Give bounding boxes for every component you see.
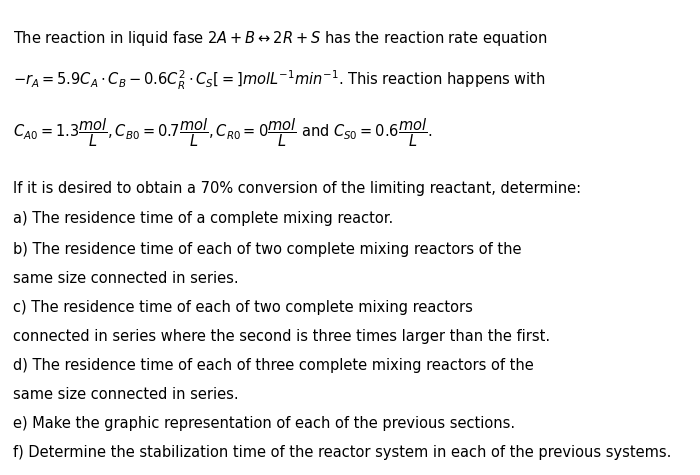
Text: The reaction in liquid fase $2A + B \leftrightarrow 2R + S$ has the reaction rat: The reaction in liquid fase $2A + B \lef… <box>13 29 547 48</box>
Text: b) The residence time of each of two complete mixing reactors of the: b) The residence time of each of two com… <box>13 242 521 257</box>
Text: c) The residence time of each of two complete mixing reactors: c) The residence time of each of two com… <box>13 300 473 315</box>
Text: f) Determine the stabilization time of the reactor system in each of the previou: f) Determine the stabilization time of t… <box>13 445 671 460</box>
Text: a) The residence time of a complete mixing reactor.: a) The residence time of a complete mixi… <box>13 211 393 227</box>
Text: connected in series where the second is three times larger than the first.: connected in series where the second is … <box>13 329 550 344</box>
Text: If it is desired to obtain a 70% conversion of the limiting reactant, determine:: If it is desired to obtain a 70% convers… <box>13 181 581 197</box>
Text: same size connected in series.: same size connected in series. <box>13 387 238 402</box>
Text: e) Make the graphic representation of each of the previous sections.: e) Make the graphic representation of ea… <box>13 416 514 431</box>
Text: $C_{A0} = 1.3\dfrac{mol}{L}, C_{B0} = 0.7\dfrac{mol}{L}, C_{R0} = 0\dfrac{mol}{L: $C_{A0} = 1.3\dfrac{mol}{L}, C_{B0} = 0.… <box>13 116 432 149</box>
Text: $-r_A = 5.9C_A \cdot C_B - 0.6C_R^2 \cdot C_S[{=}]molL^{-1}min^{-1}$. This react: $-r_A = 5.9C_A \cdot C_B - 0.6C_R^2 \cdo… <box>13 69 545 92</box>
Text: d) The residence time of each of three complete mixing reactors of the: d) The residence time of each of three c… <box>13 358 533 373</box>
Text: same size connected in series.: same size connected in series. <box>13 271 238 286</box>
